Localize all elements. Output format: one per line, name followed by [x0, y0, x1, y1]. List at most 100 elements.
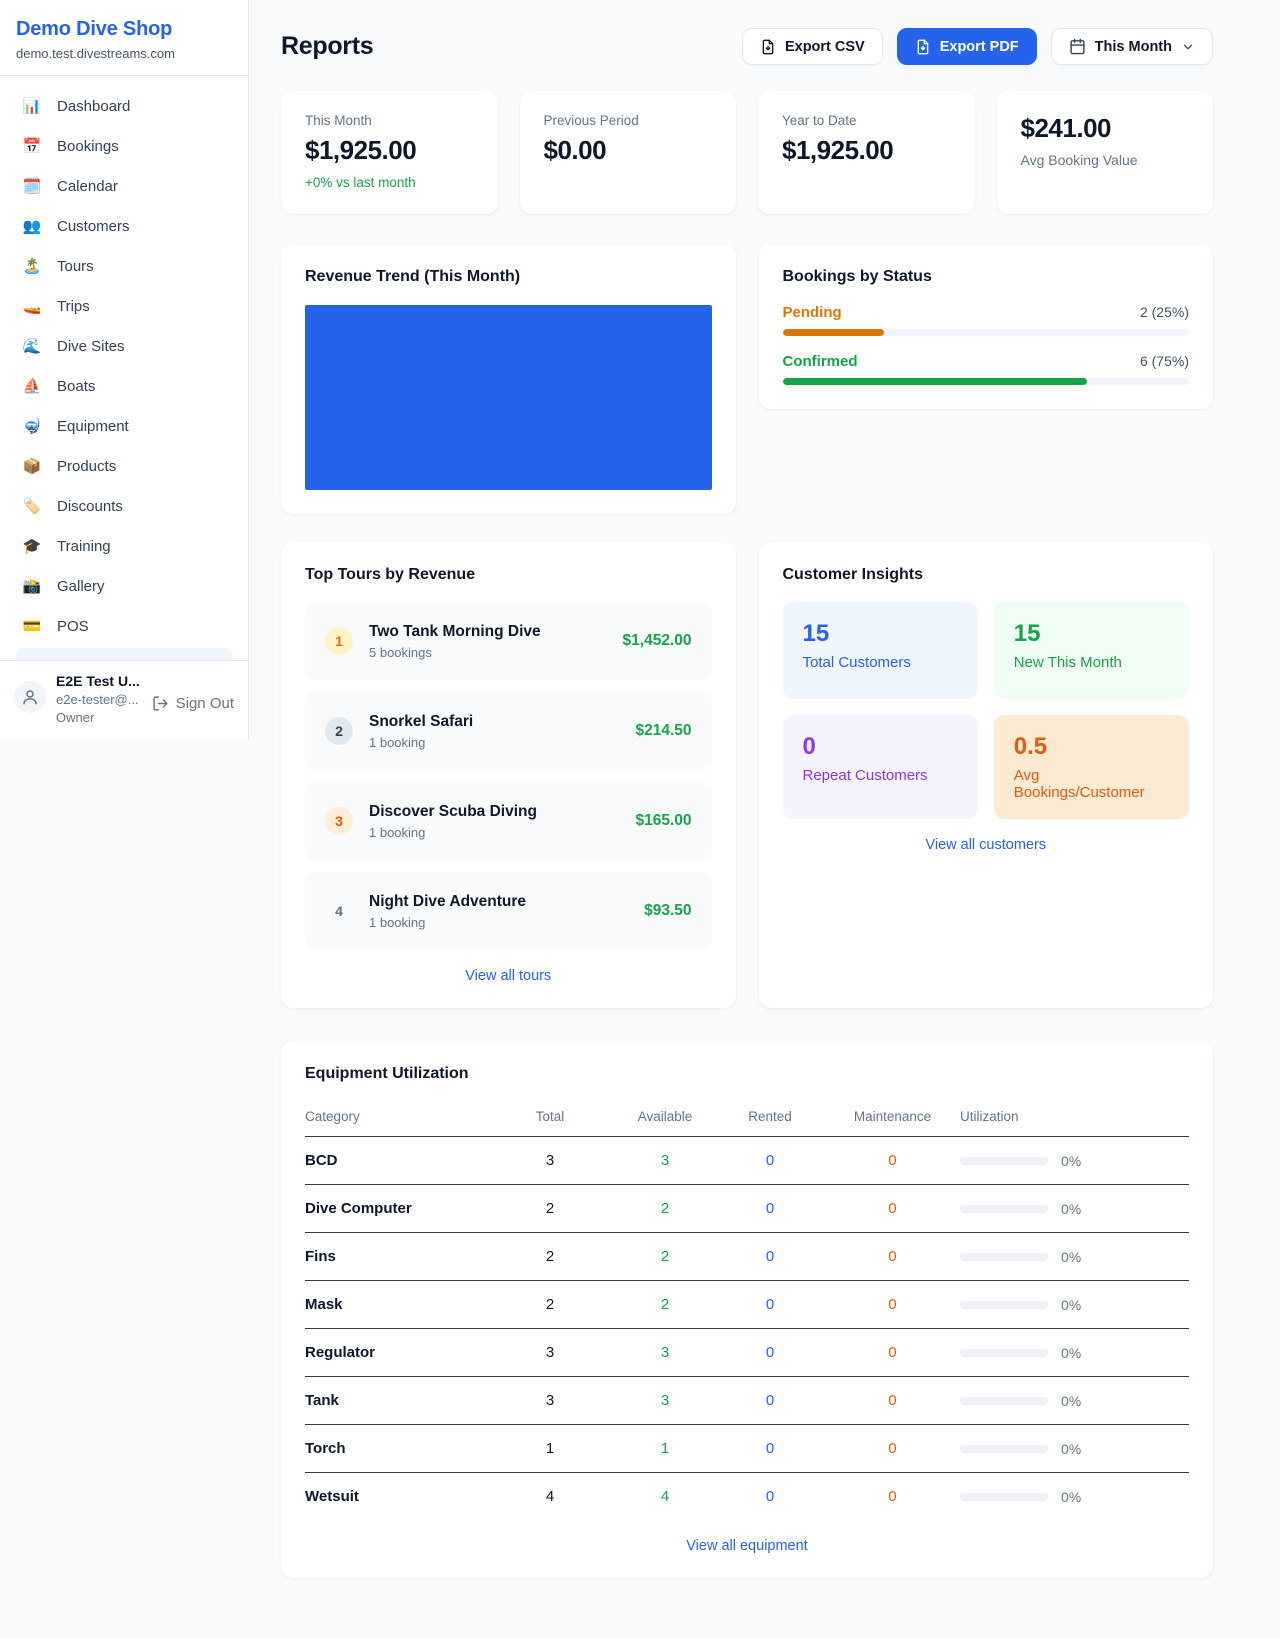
training-icon: 🎓 — [22, 538, 42, 555]
status-value: 6 (75%) — [1139, 353, 1189, 369]
sidebar-item-reports-active-partial[interactable] — [16, 648, 232, 660]
cell-available: 2 — [615, 1232, 715, 1281]
chevron-down-icon — [1183, 44, 1193, 49]
revenue-trend-chart — [305, 305, 712, 490]
sidebar-user-footer: E2E Test U... e2e-tester@... Owner Sign … — [0, 660, 248, 739]
tour-name: Two Tank Morning Dive — [369, 622, 541, 640]
utilization-pct: 0% — [1061, 1392, 1082, 1409]
sidebar-item-training[interactable]: 🎓 Training — [8, 526, 240, 566]
boats-icon: ⛵ — [22, 378, 42, 395]
tour-row: 1 Two Tank Morning Dive 5 bookings $1,45… — [305, 602, 712, 680]
cell-total: 3 — [485, 1328, 615, 1377]
trips-icon: 🚤 — [22, 298, 42, 315]
table-row: Wetsuit 4 4 0 0 0% — [305, 1473, 1189, 1521]
sidebar-item-dashboard[interactable]: 📊 Dashboard — [8, 86, 240, 126]
view-all-tours-link[interactable]: View all tours — [465, 968, 552, 984]
tour-list: 1 Two Tank Morning Dive 5 bookings $1,45… — [305, 602, 712, 950]
sidebar-item-tours[interactable]: 🏝️ Tours — [8, 246, 240, 286]
sidebar-item-pos[interactable]: 💳 POS — [8, 606, 240, 646]
utilization-bar — [960, 1156, 1048, 1165]
insight-tile-new-this-month: 15 New This Month — [993, 602, 1189, 699]
tour-name: Snorkel Safari — [369, 712, 474, 730]
sidebar-item-bookings[interactable]: 📅 Bookings — [8, 126, 240, 166]
export-pdf-button[interactable]: Export PDF — [896, 28, 1037, 65]
sidebar-item-trips[interactable]: 🚤 Trips — [8, 286, 240, 326]
cell-rented: 0 — [715, 1328, 825, 1377]
equipment-icon: 🤿 — [22, 418, 42, 435]
export-csv-button[interactable]: Export CSV — [741, 28, 883, 65]
tour-bookings: 5 bookings — [369, 644, 432, 660]
utilization-bar — [960, 1204, 1048, 1213]
cell-rented: 0 — [715, 1376, 825, 1425]
document-icon — [762, 39, 774, 54]
sidebar-item-customers[interactable]: 👥 Customers — [8, 206, 240, 246]
avatar — [14, 681, 46, 713]
cell-total: 1 — [485, 1424, 615, 1473]
user-role: Owner — [56, 710, 95, 725]
charts-row: Revenue Trend (This Month) Bookings by S… — [281, 244, 1213, 514]
period-select[interactable]: This Month — [1050, 28, 1213, 65]
status-label: Confirmed — [782, 353, 858, 370]
sidebar-item-label: Discounts — [57, 497, 123, 515]
user-email: e2e-tester@... — [56, 692, 139, 707]
cell-category: BCD — [305, 1136, 485, 1185]
status-bar-fill — [782, 378, 1088, 385]
utilization-bar — [960, 1444, 1048, 1453]
view-all-customers-link[interactable]: View all customers — [925, 837, 1047, 853]
cell-category: Torch — [305, 1424, 485, 1473]
table-row: Mask 2 2 0 0 0% — [305, 1280, 1189, 1329]
cell-available: 3 — [615, 1328, 715, 1377]
insight-label: New This Month — [1013, 654, 1122, 671]
insights-row: Top Tours by Revenue 1 Two Tank Morning … — [281, 542, 1213, 1008]
col-header-total: Total — [485, 1099, 615, 1137]
utilization-pct: 0% — [1061, 1152, 1082, 1169]
sidebar-item-products[interactable]: 📦 Products — [8, 446, 240, 486]
cell-maintenance: 0 — [825, 1376, 960, 1425]
sidebar-item-discounts[interactable]: 🏷️ Discounts — [8, 486, 240, 526]
sidebar-item-label: Trips — [57, 297, 90, 315]
insight-tile-avg-bookings: 0.5 Avg Bookings/Customer — [993, 715, 1189, 819]
tour-bookings: 1 booking — [369, 824, 426, 840]
col-header-rented: Rented — [715, 1099, 825, 1137]
cell-total: 2 — [485, 1280, 615, 1329]
products-icon: 📦 — [22, 458, 42, 475]
stat-label: Year to Date — [782, 113, 857, 128]
cell-available: 4 — [660, 1488, 670, 1505]
cell-total: 2 — [485, 1184, 615, 1233]
rank-badge: 1 — [325, 627, 353, 655]
cell-maintenance: 0 — [825, 1232, 960, 1281]
cell-maintenance: 0 — [825, 1136, 960, 1185]
view-all-equipment-link[interactable]: View all equipment — [686, 1538, 808, 1554]
dive-sites-icon: 🌊 — [22, 338, 42, 355]
revenue-trend-title: Revenue Trend (This Month) — [305, 268, 521, 285]
cell-category: Fins — [305, 1232, 485, 1281]
calendar-icon — [1070, 38, 1085, 55]
table-header-row: Category Total Available Rented Maintena… — [305, 1099, 1189, 1137]
insight-tile-total-customers: 15 Total Customers — [782, 602, 978, 699]
top-tours-title: Top Tours by Revenue — [305, 566, 476, 583]
sign-out-button[interactable]: Sign Out — [152, 695, 234, 712]
status-value: 2 (25%) — [1139, 304, 1189, 320]
tour-row: 3 Discover Scuba Diving 1 booking $165.0… — [305, 782, 712, 860]
sidebar-item-dive-sites[interactable]: 🌊 Dive Sites — [8, 326, 240, 366]
sidebar-item-label: Dashboard — [57, 97, 131, 115]
sidebar-item-boats[interactable]: ⛵ Boats — [8, 366, 240, 406]
period-label: This Month — [1094, 38, 1172, 55]
sidebar-item-equipment[interactable]: 🤿 Equipment — [8, 406, 240, 446]
user-name: E2E Test U... — [56, 673, 140, 689]
stat-label: Previous Period — [543, 113, 639, 128]
stat-value: $1,925.00 — [305, 135, 417, 165]
table-row: Fins 2 2 0 0 0% — [305, 1232, 1189, 1281]
sidebar-item-label: Equipment — [57, 417, 129, 435]
cell-rented: 0 — [715, 1232, 825, 1281]
utilization-bar — [960, 1252, 1048, 1261]
equipment-utilization-title: Equipment Utilization — [305, 1065, 469, 1082]
user-info: E2E Test U... e2e-tester@... Owner — [56, 673, 142, 725]
status-list: Pending 2 (25%) Confirmed 6 (75%) — [782, 304, 1189, 385]
tour-revenue: $214.50 — [635, 722, 692, 739]
sidebar-item-gallery[interactable]: 📸 Gallery — [8, 566, 240, 606]
cell-maintenance: 0 — [825, 1280, 960, 1329]
sidebar-item-calendar[interactable]: 🗓️ Calendar — [8, 166, 240, 206]
sidebar-item-label: Gallery — [57, 577, 105, 595]
page-title: Reports — [281, 32, 374, 60]
